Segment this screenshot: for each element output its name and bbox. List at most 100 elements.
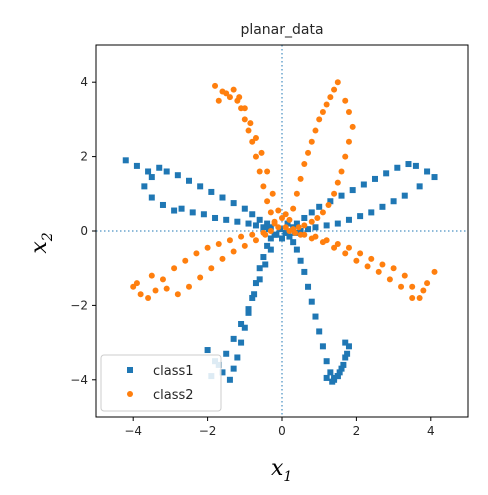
point-class1 [323, 222, 330, 229]
point-class2 [316, 116, 323, 123]
point-class1 [156, 164, 163, 171]
point-class2 [314, 214, 321, 221]
y-axis-label-main: x [27, 241, 52, 254]
point-class1 [336, 369, 343, 376]
point-class2 [252, 237, 259, 244]
y-axis-label: x2 [27, 232, 56, 253]
point-class1 [148, 174, 155, 181]
point-class1 [327, 369, 334, 376]
series-class1 [122, 157, 438, 385]
point-class2 [424, 280, 431, 287]
point-class1 [416, 183, 423, 190]
point-class1 [223, 216, 230, 223]
point-class2 [238, 233, 245, 240]
point-class2 [182, 257, 189, 264]
point-class1 [241, 324, 248, 331]
point-class1 [245, 309, 252, 316]
point-class1 [122, 157, 129, 164]
point-class2 [148, 272, 155, 279]
point-class2 [297, 231, 304, 238]
y-axis-label-subscript: 2 [40, 232, 56, 242]
point-class2 [308, 218, 315, 225]
point-class2 [297, 175, 304, 182]
point-class1 [249, 211, 256, 218]
x-axis-label-main: x [271, 456, 284, 481]
point-class2 [312, 127, 319, 134]
point-class2 [379, 261, 386, 268]
point-class1 [260, 254, 267, 261]
point-class1 [334, 220, 341, 227]
point-class1 [141, 183, 148, 190]
point-class1 [301, 268, 308, 275]
point-class2 [260, 183, 267, 190]
point-class1 [200, 211, 207, 218]
point-class1 [249, 294, 256, 301]
point-class1 [379, 203, 386, 210]
point-class1 [357, 213, 364, 220]
point-class1 [226, 376, 233, 383]
point-class2 [319, 209, 326, 216]
point-class1 [412, 162, 419, 169]
point-class2 [409, 283, 416, 290]
point-class2 [241, 242, 248, 249]
point-class1 [390, 198, 397, 205]
point-class2 [215, 241, 222, 248]
point-class2 [308, 138, 315, 145]
point-class1 [252, 222, 259, 229]
point-class1 [405, 161, 412, 168]
point-class1 [197, 183, 204, 190]
point-class2 [247, 120, 254, 127]
point-class2 [133, 280, 140, 287]
point-class1 [312, 224, 319, 231]
point-class2 [212, 82, 219, 89]
point-class2 [349, 123, 356, 130]
point-class2 [331, 86, 338, 93]
point-class1 [241, 205, 248, 212]
point-class2 [357, 250, 364, 257]
point-class1 [279, 235, 285, 242]
point-class1 [331, 374, 338, 381]
point-class1 [267, 246, 274, 253]
point-class1 [212, 214, 219, 221]
point-class1 [219, 369, 226, 376]
point-class1 [238, 339, 245, 346]
point-class1 [368, 209, 375, 216]
point-class1 [267, 235, 274, 242]
point-class2 [258, 149, 265, 156]
x-tick-label: −4 [124, 424, 142, 438]
point-class1 [301, 214, 308, 221]
point-class2 [186, 283, 192, 290]
point-class2 [171, 265, 178, 272]
point-class2 [230, 248, 237, 255]
point-class1 [431, 174, 438, 181]
point-class2 [286, 216, 293, 223]
point-class1 [133, 162, 140, 169]
point-class1 [264, 242, 271, 249]
point-class2 [226, 237, 233, 244]
point-class2 [292, 229, 299, 236]
point-class1 [282, 229, 289, 236]
point-class1 [360, 181, 367, 188]
point-class1 [219, 194, 226, 201]
point-class2 [159, 276, 166, 283]
point-class1 [349, 187, 356, 194]
axis-ticks: −4 −2 0 2 4 −4 −2 0 2 4 [70, 75, 434, 438]
point-class1 [230, 200, 237, 207]
point-class2 [197, 274, 204, 281]
point-class2 [226, 94, 233, 101]
point-class1 [178, 205, 185, 212]
point-class1 [338, 365, 345, 372]
point-class1 [340, 361, 347, 368]
point-class1 [342, 354, 349, 361]
point-class2 [282, 211, 289, 218]
point-class2 [269, 190, 276, 197]
point-class2 [215, 97, 222, 104]
point-class2 [398, 283, 405, 290]
point-class1 [273, 231, 280, 238]
point-class1 [234, 218, 241, 225]
point-class1 [329, 378, 336, 385]
point-class2 [342, 250, 349, 257]
point-class2 [295, 224, 302, 231]
point-class1 [338, 192, 345, 199]
